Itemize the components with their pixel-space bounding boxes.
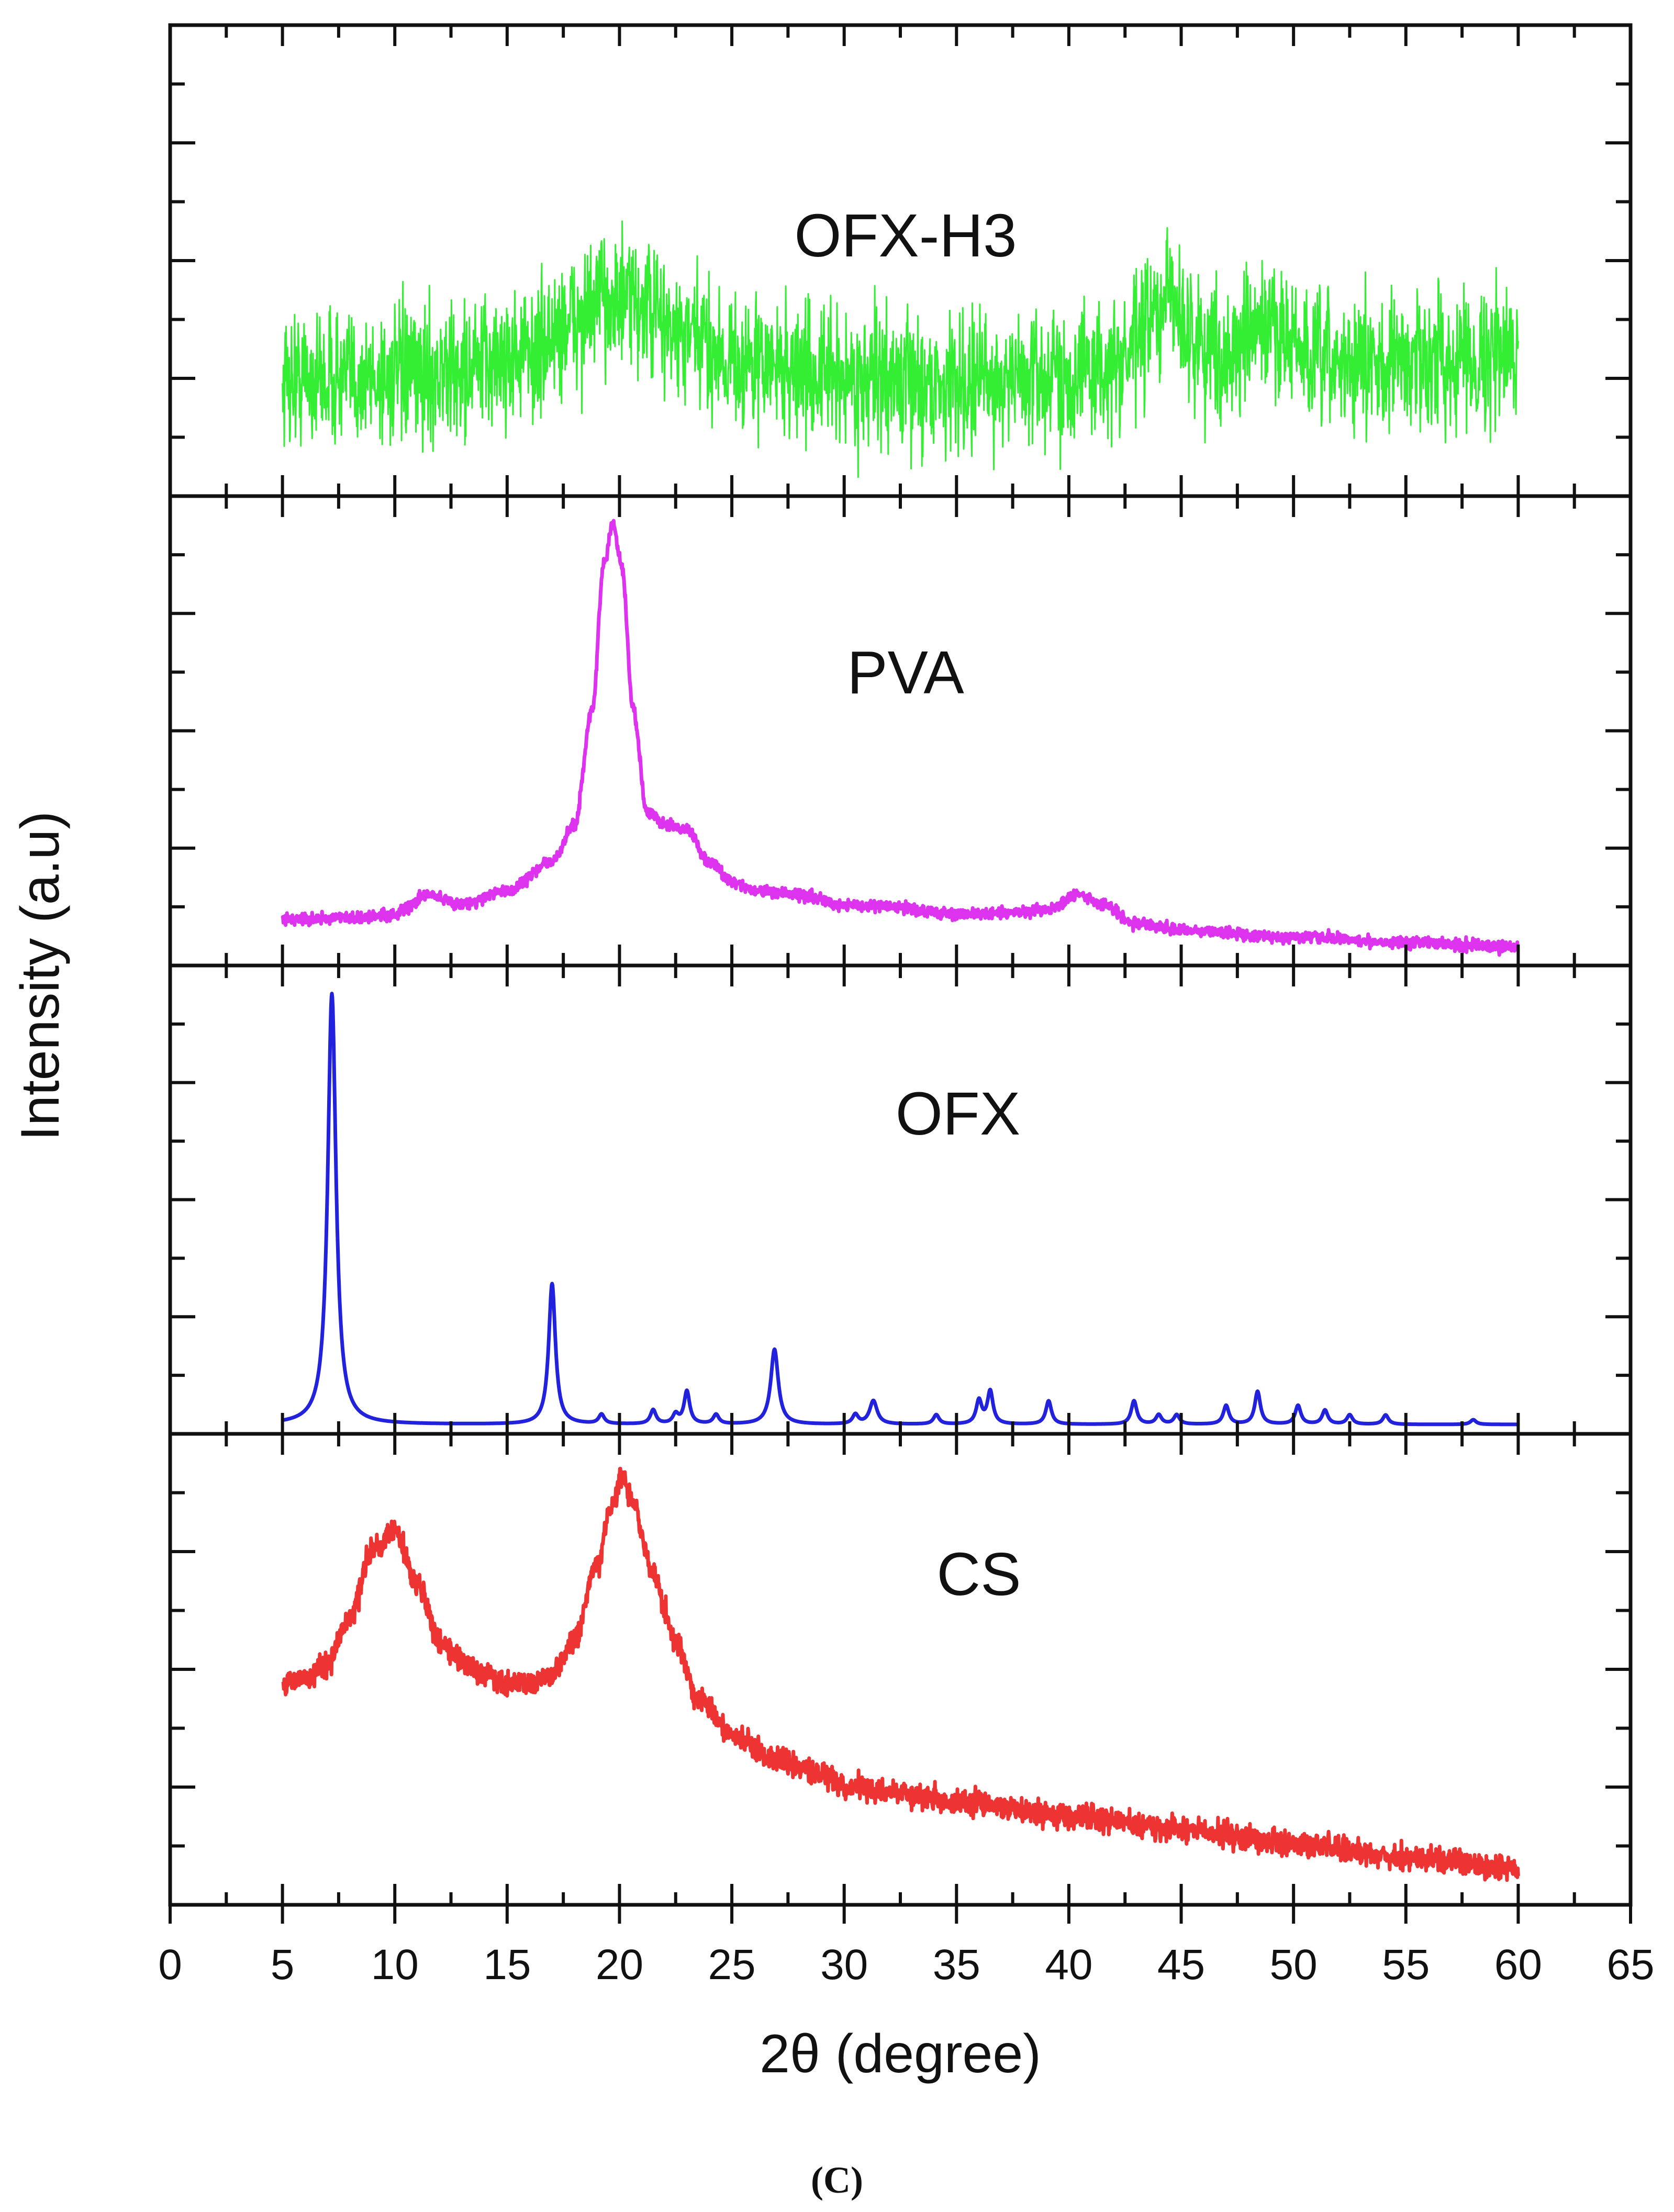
series-line-cs <box>281 1467 1520 1882</box>
chart-panels <box>168 23 1633 1907</box>
panel-pva <box>168 494 1633 968</box>
series-line-ofx <box>281 992 1520 1427</box>
panel-frame <box>168 963 1633 1436</box>
panel-frame <box>168 494 1633 968</box>
x-tick-label: 20 <box>596 1941 643 1989</box>
x-tick-label: 55 <box>1382 1941 1430 1989</box>
x-tick-label: 40 <box>1045 1941 1092 1989</box>
x-tick-label: 30 <box>820 1941 868 1989</box>
series-label-ofx: OFX <box>896 1080 1020 1148</box>
x-tick-label: 0 <box>158 1941 182 1989</box>
x-axis-ticks: 0 5 10 15 20 25 30 35 40 45 50 55 60 65 <box>158 1905 1655 1989</box>
x-tick-label: 65 <box>1606 1941 1654 1989</box>
x-tick-label: 15 <box>483 1941 531 1989</box>
series-label-cs: CS <box>936 1540 1021 1608</box>
y-axis-title: Intensity (a.u) <box>10 811 71 1141</box>
panel-ofx <box>168 963 1633 1436</box>
series-label-pva: PVA <box>847 638 964 706</box>
figure-caption: (C) <box>811 2159 863 2201</box>
panel-cs <box>168 1432 1633 1907</box>
x-tick-label: 5 <box>271 1941 295 1989</box>
series-label-ofx-h3: OFX-H3 <box>794 201 1017 270</box>
x-tick-label: 10 <box>371 1941 419 1989</box>
x-axis-title: 2θ (degree) <box>760 2024 1041 2084</box>
series-line-ofx-h3 <box>282 220 1519 478</box>
x-tick-label: 25 <box>708 1941 755 1989</box>
x-tick-label: 50 <box>1270 1941 1318 1989</box>
x-tick-label: 45 <box>1157 1941 1205 1989</box>
x-tick-label: 35 <box>933 1941 980 1989</box>
series-labels: OFX-H3 PVA OFX CS <box>794 201 1021 1608</box>
x-tick-label: 60 <box>1494 1941 1542 1989</box>
series-line-pva <box>281 519 1520 957</box>
panel-frame <box>168 1432 1633 1907</box>
